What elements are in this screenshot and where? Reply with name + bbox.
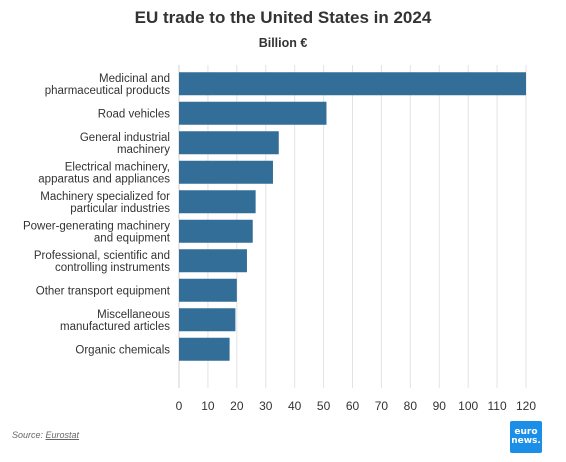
- category-label-6-line-1: controlling instruments: [55, 262, 170, 274]
- category-label-3: Electrical machinery, apparatus and appli…: [38, 161, 170, 185]
- x-tick-label-2: 20: [230, 399, 244, 413]
- chart-subtitle: Billion €: [258, 36, 308, 50]
- category-label-5-line-0: Power-generating machinery: [23, 220, 170, 232]
- x-tick-label-9: 90: [433, 399, 447, 413]
- category-label-9: Organic chemicals: [75, 344, 170, 356]
- category-label-5-line-1: and equipment: [94, 232, 171, 244]
- chart-title: EU trade to the United States in 2024: [134, 8, 432, 27]
- category-label-8-line-1: manufactured articles: [60, 321, 170, 333]
- category-label-3-line-0: Electrical machinery,: [65, 161, 170, 173]
- category-label-2: General industrial machinery: [80, 132, 170, 156]
- x-tick-label-8: 80: [404, 399, 418, 413]
- x-tick-label-11: 110: [488, 399, 507, 413]
- bar-7: [179, 278, 237, 302]
- source-label: Source:: [12, 430, 46, 440]
- category-label-2-line-1: machinery: [117, 144, 170, 156]
- category-label-6: Professional, scientific and controlling …: [34, 250, 170, 274]
- bar-8: [179, 308, 236, 332]
- x-tick-label-12: 120: [516, 399, 536, 413]
- category-label-3-line-1: apparatus and appliances: [38, 173, 170, 185]
- category-label-7-line-0: Other transport equipment: [36, 285, 171, 297]
- bar-4: [179, 190, 256, 214]
- x-tick-label-3: 30: [259, 399, 273, 413]
- logo-text-line2: news.: [511, 436, 541, 446]
- category-label-4: Machinery specialized for particular indu…: [40, 191, 170, 215]
- category-label-0-line-0: Medicinal and: [99, 73, 170, 85]
- category-label-6-line-0: Professional, scientific and: [34, 250, 170, 262]
- bar-9: [179, 337, 230, 361]
- category-label-2-line-0: General industrial: [80, 132, 170, 144]
- x-tick-label-5: 50: [317, 399, 331, 413]
- bar-1: [179, 101, 327, 125]
- x-tick-label-10: 100: [458, 399, 478, 413]
- bar-5: [179, 219, 253, 243]
- category-label-0-line-1: pharmaceutical products: [45, 85, 171, 97]
- x-tick-label-0: 0: [176, 399, 183, 413]
- bar-6: [179, 249, 247, 273]
- category-label-4-line-0: Machinery specialized for: [40, 191, 170, 203]
- source-note: Source: Eurostat: [12, 430, 79, 440]
- category-label-8: Miscellaneous manufactured articles: [60, 309, 170, 333]
- category-label-5: Power-generating machinery and equipment: [23, 220, 171, 244]
- category-label-4-line-1: particular industries: [70, 203, 170, 215]
- bar-2: [179, 131, 279, 155]
- category-label-1: Road vehicles: [98, 108, 170, 120]
- category-label-7: Other transport equipment: [36, 285, 171, 297]
- category-label-8-line-0: Miscellaneous: [97, 309, 170, 321]
- x-tick-label-1: 10: [201, 399, 215, 413]
- source-link[interactable]: Eurostat: [45, 430, 80, 440]
- euronews-logo: euro news.: [510, 421, 542, 453]
- x-tick-label-4: 40: [288, 399, 302, 413]
- logo-text-line1: euro: [514, 427, 538, 437]
- category-label-1-line-0: Road vehicles: [98, 108, 170, 120]
- category-label-9-line-0: Organic chemicals: [75, 344, 170, 356]
- x-tick-label-6: 60: [346, 399, 360, 413]
- bar-3: [179, 160, 273, 184]
- bar-0: [179, 72, 526, 96]
- category-label-0: Medicinal and pharmaceutical products: [45, 73, 171, 97]
- x-tick-label-7: 70: [375, 399, 389, 413]
